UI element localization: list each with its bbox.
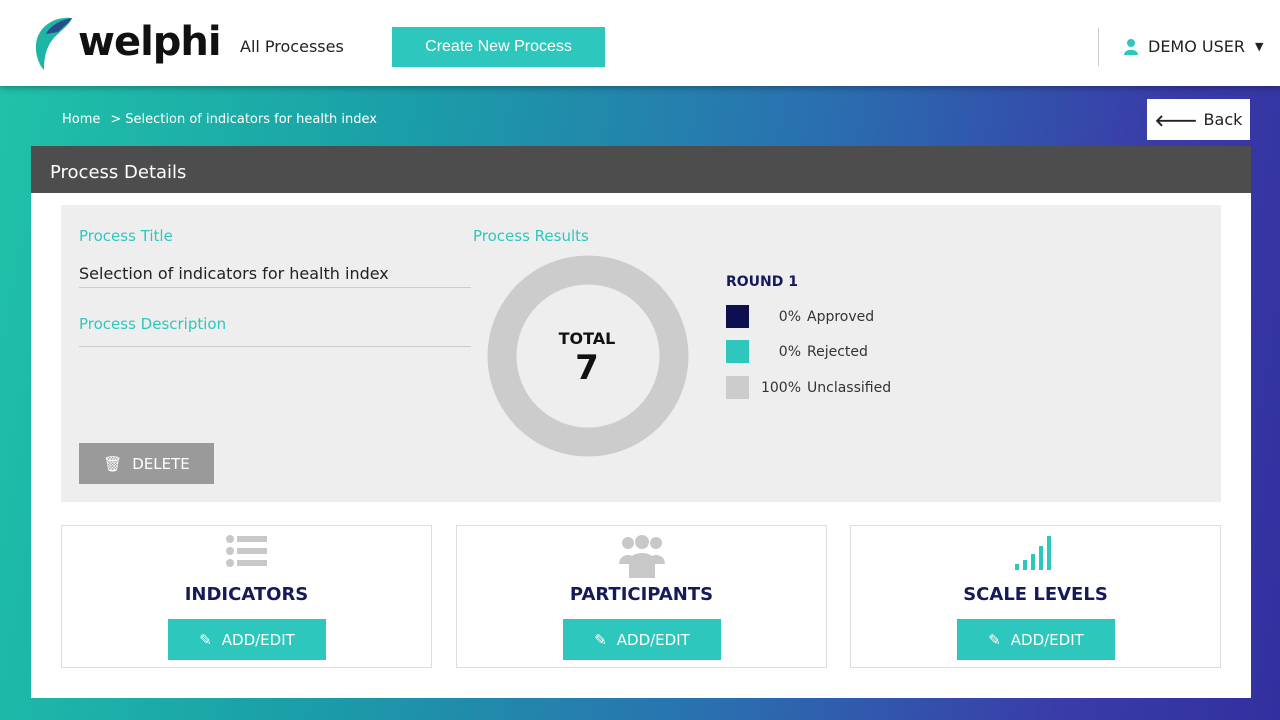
process-description-value <box>79 327 471 347</box>
edit-icon: ✎ <box>199 630 212 649</box>
users-icon <box>618 535 665 578</box>
breadcrumb-home[interactable]: Home <box>62 112 101 127</box>
participants-card: PARTICIPANTS ✎ ADD/EDIT <box>456 525 827 668</box>
breadcrumb: Home > Selection of indicators for healt… <box>62 112 377 127</box>
create-new-process-button[interactable]: Create New Process <box>392 27 605 67</box>
participants-add-edit-button[interactable]: ✎ ADD/EDIT <box>563 619 721 660</box>
process-title-label: Process Title <box>79 227 173 245</box>
total-label: TOTAL <box>558 329 616 348</box>
legend-rejected: 0% Rejected <box>726 340 868 363</box>
legend-swatch <box>726 376 749 399</box>
button-label: ADD/EDIT <box>221 630 295 649</box>
indicators-add-edit-button[interactable]: ✎ ADD/EDIT <box>168 619 326 660</box>
card-title: SCALE LEVELS <box>963 584 1108 605</box>
signal-bars-icon <box>1014 536 1051 570</box>
trash-icon: 🗑 <box>103 454 123 473</box>
edit-icon: ✎ <box>594 630 607 649</box>
breadcrumb-separator: > <box>110 112 122 127</box>
legend-swatch <box>726 305 749 328</box>
back-button[interactable]: 🡐 Back <box>1147 99 1250 140</box>
legend-pct: 0% <box>778 343 801 360</box>
welphi-logo[interactable]: welphi <box>30 14 222 70</box>
edit-icon: ✎ <box>988 630 1001 649</box>
scale-levels-card: SCALE LEVELS ✎ ADD/EDIT <box>850 525 1221 668</box>
donut-total: TOTAL 7 <box>517 329 657 388</box>
card-title: INDICATORS <box>184 584 309 605</box>
delete-button[interactable]: 🗑 DELETE <box>79 443 214 484</box>
user-menu[interactable]: DEMO USER ▼ <box>1124 37 1263 56</box>
dolphin-logo-icon <box>35 17 72 70</box>
card-title: PARTICIPANTS <box>569 584 714 605</box>
round-label: ROUND 1 <box>726 274 799 290</box>
process-results-label: Process Results <box>473 227 589 245</box>
breadcrumb-current: Selection of indicators for health index <box>125 112 377 127</box>
nav-all-processes[interactable]: All Processes <box>240 37 344 56</box>
process-details-panel: Process Details Process Title Selection … <box>31 146 1251 698</box>
panel-title: Process Details <box>31 146 1251 193</box>
legend-pct: 100% <box>760 379 801 396</box>
legend-swatch <box>726 340 749 363</box>
logo-text: welphi <box>78 19 222 65</box>
process-description-label: Process Description <box>79 315 227 333</box>
total-value: 7 <box>575 348 599 388</box>
legend-unclassified: 100% Unclassified <box>726 376 891 399</box>
list-icon <box>225 535 267 567</box>
user-icon <box>1124 38 1138 55</box>
back-label: Back <box>1203 110 1243 129</box>
legend-label: Approved <box>807 308 875 325</box>
donut-segment-unclassified <box>487 255 689 457</box>
delete-label: DELETE <box>132 454 190 473</box>
legend-pct: 0% <box>778 308 801 325</box>
header-divider <box>1098 28 1099 66</box>
indicators-card: INDICATORS ✎ ADD/EDIT <box>61 525 432 668</box>
arrow-left-icon: 🡐 <box>1154 110 1198 130</box>
legend-approved: 0% Approved <box>726 305 874 328</box>
top-header: welphi All Processes Create New Process … <box>0 0 1280 86</box>
legend-label: Unclassified <box>807 379 892 396</box>
user-name: DEMO USER <box>1148 37 1246 56</box>
process-title-value: Selection of indicators for health index <box>79 264 471 288</box>
caret-down-icon: ▼ <box>1255 40 1264 53</box>
legend-label: Rejected <box>807 343 868 360</box>
button-label: ADD/EDIT <box>1010 630 1084 649</box>
button-label: ADD/EDIT <box>616 630 690 649</box>
results-donut-chart <box>487 255 689 457</box>
process-info: Process Title Selection of indicators fo… <box>61 205 1221 502</box>
scale-levels-add-edit-button[interactable]: ✎ ADD/EDIT <box>957 619 1115 660</box>
